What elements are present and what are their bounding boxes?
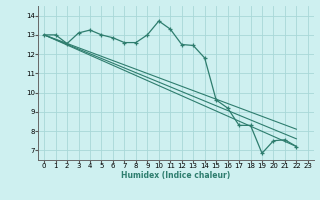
- X-axis label: Humidex (Indice chaleur): Humidex (Indice chaleur): [121, 171, 231, 180]
